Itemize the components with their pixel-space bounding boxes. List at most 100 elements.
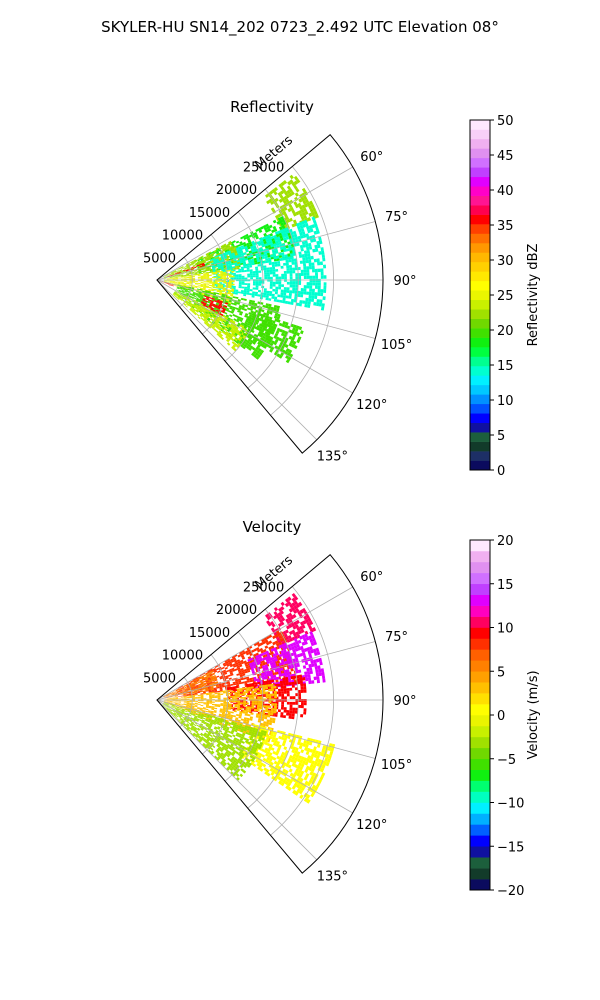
data-cell — [205, 305, 209, 308]
data-cell — [257, 353, 261, 358]
data-cell — [214, 691, 218, 693]
data-cell — [243, 700, 246, 703]
data-cell — [320, 268, 324, 272]
data-cell — [248, 683, 252, 686]
data-cell — [298, 228, 302, 233]
data-cell — [280, 237, 284, 242]
data-cell — [283, 633, 288, 638]
data-cell — [268, 293, 272, 297]
data-cell — [313, 258, 317, 263]
data-cell — [221, 246, 225, 249]
data-cell — [290, 615, 295, 620]
data-cell — [217, 331, 221, 335]
data-cell — [233, 683, 237, 686]
data-cell — [183, 697, 187, 698]
data-cell — [216, 675, 220, 678]
data-cell — [247, 255, 251, 259]
data-cell — [238, 254, 242, 257]
data-cell — [274, 237, 278, 241]
data-cell — [254, 684, 258, 687]
data-cell — [197, 270, 200, 272]
data-cell — [217, 271, 221, 273]
data-cell — [203, 281, 207, 283]
data-cell — [294, 264, 298, 268]
data-cell — [220, 272, 224, 274]
data-cell — [172, 276, 175, 277]
data-cell — [197, 284, 201, 286]
data-cell — [269, 241, 273, 245]
data-cell — [180, 292, 184, 295]
data-cell — [209, 280, 213, 282]
data-cell — [212, 267, 216, 269]
data-cell — [191, 691, 195, 694]
data-cell — [248, 333, 253, 338]
data-cell — [192, 278, 196, 280]
data-cell — [273, 740, 278, 744]
data-cell — [290, 256, 294, 260]
data-cell — [173, 293, 176, 296]
data-cell — [169, 698, 173, 699]
data-cell — [312, 627, 317, 632]
data-cell — [225, 675, 229, 678]
data-cell — [174, 703, 178, 705]
data-cell — [223, 277, 227, 280]
data-cell — [228, 251, 232, 255]
data-cell — [290, 298, 295, 303]
data-cell — [248, 341, 253, 346]
data-cell — [281, 696, 285, 700]
data-cell — [229, 255, 233, 258]
data-cell — [295, 707, 298, 711]
data-cell — [289, 707, 293, 711]
data-cell — [264, 235, 268, 239]
data-cell — [226, 325, 230, 329]
data-cell — [202, 310, 205, 314]
data-cell — [207, 676, 211, 679]
data-cell — [183, 303, 186, 306]
data-cell — [257, 649, 261, 653]
data-cell — [273, 228, 278, 232]
data-cell — [230, 302, 235, 305]
data-cell — [273, 690, 277, 694]
data-cell — [179, 272, 183, 274]
data-cell — [203, 698, 207, 700]
data-cell — [264, 716, 268, 720]
data-cell — [246, 235, 250, 239]
data-cell — [182, 287, 186, 289]
data-cell — [253, 307, 257, 310]
data-cell — [181, 267, 185, 270]
data-cell — [202, 708, 206, 710]
data-cell — [200, 295, 204, 298]
data-cell — [262, 705, 266, 708]
data-cell — [210, 711, 214, 714]
data-cell — [170, 271, 174, 274]
data-cell — [239, 674, 243, 677]
data-cell — [215, 258, 219, 261]
data-cell — [239, 330, 243, 334]
data-cell — [206, 273, 209, 276]
data-cell — [178, 688, 182, 691]
data-cell — [200, 702, 204, 704]
data-cell — [214, 288, 217, 291]
data-cell — [204, 317, 208, 320]
data-cell — [270, 627, 275, 632]
data-cell — [185, 692, 189, 694]
colorbar-segment — [470, 318, 490, 329]
data-cell — [318, 302, 323, 307]
data-cell — [222, 708, 226, 711]
data-cell — [208, 693, 212, 695]
data-cell — [262, 662, 266, 666]
data-cell — [186, 278, 190, 280]
data-cell — [270, 708, 274, 711]
data-cell — [316, 240, 320, 245]
data-cell — [174, 283, 178, 285]
data-cell — [329, 751, 334, 756]
data-cell — [265, 686, 269, 690]
data-cell — [176, 293, 180, 296]
data-cell — [289, 619, 294, 624]
data-cell — [188, 273, 192, 275]
data-cell — [184, 709, 188, 711]
data-cell — [203, 321, 207, 325]
data-cell — [261, 660, 265, 664]
data-cell — [266, 267, 270, 270]
data-cell — [322, 678, 326, 683]
